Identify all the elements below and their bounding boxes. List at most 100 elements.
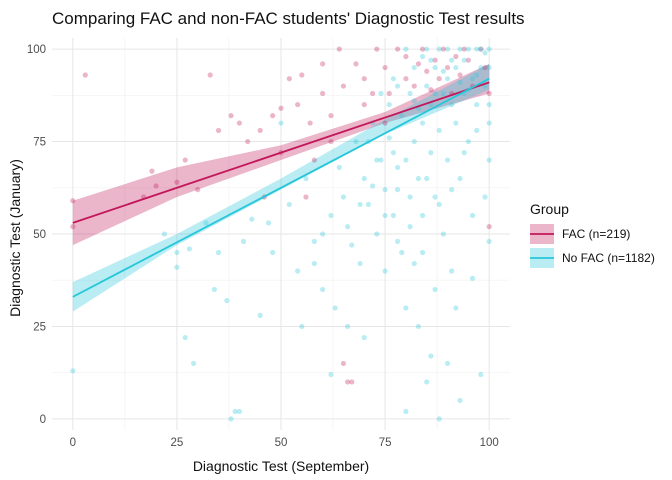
data-point-series-1	[432, 90, 438, 97]
data-point-series-0	[182, 157, 188, 163]
data-point-series-0	[386, 90, 392, 97]
data-point-series-1	[411, 260, 417, 267]
data-point-series-1	[378, 90, 384, 97]
data-point-series-0	[419, 46, 426, 52]
ci-ribbon-0	[72, 63, 490, 246]
data-point-series-1	[457, 79, 463, 85]
data-point-series-1	[424, 46, 430, 52]
data-point-series-0	[415, 61, 421, 67]
data-point-series-1	[424, 175, 430, 182]
data-point-series-1	[436, 46, 442, 52]
legend-title: Group	[530, 201, 569, 217]
data-point-series-1	[478, 371, 484, 378]
data-point-series-0	[70, 224, 76, 230]
data-point-series-0	[236, 120, 242, 126]
data-point-series-1	[374, 157, 380, 163]
data-point-series-1	[407, 90, 413, 97]
x-tick-label: 25	[171, 437, 184, 449]
legend-label-0: FAC (n=219)	[562, 227, 630, 241]
data-point-series-1	[478, 46, 484, 52]
data-point-series-0	[353, 61, 359, 67]
data-point-series-1	[390, 76, 397, 82]
data-point-series-1	[174, 264, 180, 270]
data-point-series-1	[332, 305, 338, 311]
data-point-series-1	[486, 46, 492, 52]
data-point-series-1	[432, 194, 438, 200]
data-point-series-1	[461, 57, 467, 63]
data-point-series-1	[278, 120, 284, 126]
data-point-series-1	[382, 212, 388, 219]
data-point-series-1	[449, 57, 455, 63]
data-point-series-1	[353, 138, 359, 145]
data-point-series-0	[424, 68, 430, 74]
data-point-series-1	[228, 416, 234, 422]
data-point-series-0	[195, 187, 201, 193]
data-point-series-1	[336, 164, 342, 171]
data-point-series-0	[340, 360, 347, 367]
data-point-series-1	[295, 268, 301, 274]
data-point-series-1	[444, 76, 451, 82]
data-point-series-0	[482, 64, 488, 71]
data-point-series-1	[486, 238, 492, 244]
data-point-series-1	[465, 46, 471, 52]
data-point-series-1	[370, 183, 376, 189]
data-point-series-1	[403, 157, 409, 163]
data-point-series-1	[478, 64, 484, 71]
data-point-series-1	[474, 46, 480, 52]
data-point-series-1	[444, 360, 451, 367]
data-point-series-1	[403, 305, 409, 311]
data-point-series-1	[457, 397, 463, 404]
data-point-series-1	[453, 64, 459, 71]
data-point-series-1	[474, 72, 480, 78]
data-point-series-1	[357, 260, 363, 267]
y-tick-label: 50	[33, 229, 46, 241]
data-point-series-1	[328, 212, 334, 219]
data-point-series-1	[482, 50, 488, 56]
data-point-series-0	[320, 61, 326, 67]
data-point-series-1	[403, 46, 409, 52]
legend-label-1: No FAC (n=1182)	[562, 251, 655, 265]
data-point-series-1	[386, 135, 392, 141]
data-point-series-1	[182, 334, 188, 341]
data-point-series-0	[245, 138, 251, 145]
data-point-series-1	[486, 157, 492, 163]
data-point-series-1	[365, 201, 372, 208]
data-point-series-0	[345, 379, 351, 385]
y-tick-label: 25	[33, 321, 46, 333]
data-point-series-1	[428, 150, 434, 156]
data-point-series-1	[174, 249, 180, 256]
data-point-series-0	[436, 76, 442, 82]
x-tick-label: 75	[379, 437, 392, 449]
data-point-series-0	[444, 64, 451, 71]
data-point-series-0	[228, 113, 234, 119]
data-point-series-1	[303, 175, 309, 182]
data-point-series-1	[419, 212, 426, 219]
data-point-series-0	[307, 120, 313, 126]
data-point-series-1	[345, 224, 351, 230]
data-point-series-0	[328, 113, 334, 119]
data-point-series-0	[432, 57, 438, 63]
data-point-series-0	[82, 72, 88, 78]
data-point-series-1	[415, 175, 421, 182]
data-point-series-1	[424, 379, 430, 385]
data-point-series-1	[486, 64, 492, 71]
data-point-series-1	[469, 76, 476, 82]
data-point-series-0	[486, 90, 492, 97]
data-point-series-1	[320, 286, 326, 293]
points	[70, 46, 492, 422]
x-tick-label: 0	[70, 437, 76, 449]
data-point-series-0	[382, 64, 388, 71]
data-point-series-0	[207, 72, 213, 78]
data-point-series-1	[390, 212, 397, 219]
data-point-series-0	[257, 127, 263, 134]
data-point-series-0	[311, 157, 317, 163]
chart-title: Comparing FAC and non-FAC students' Diag…	[52, 9, 525, 28]
data-point-series-0	[361, 76, 367, 82]
data-point-series-0	[457, 72, 463, 78]
data-point-series-1	[211, 286, 217, 293]
data-point-series-1	[432, 64, 438, 71]
data-point-series-1	[469, 212, 476, 219]
data-point-series-0	[328, 138, 334, 145]
data-point-series-1	[299, 323, 305, 330]
